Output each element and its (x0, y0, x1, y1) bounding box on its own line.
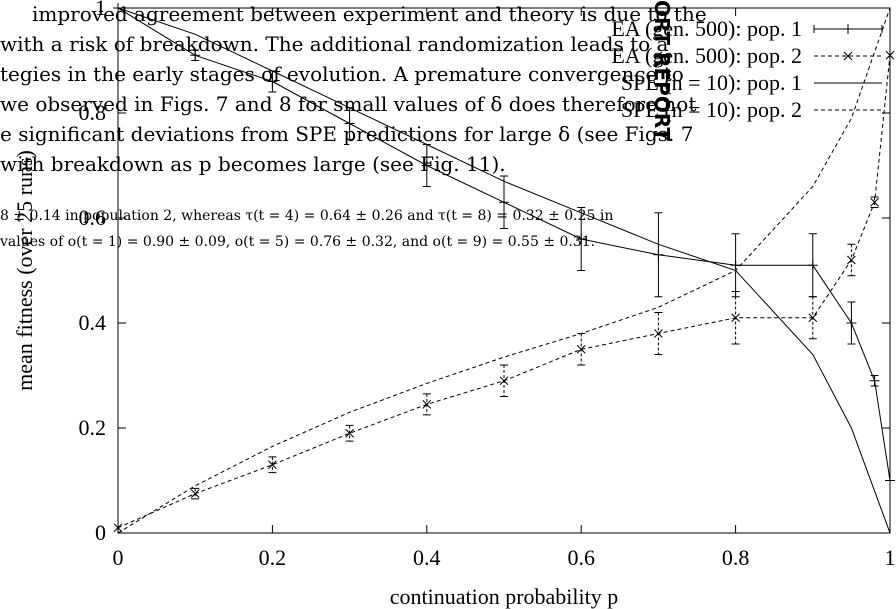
cross-marker (422, 400, 432, 409)
marker-stroke (190, 489, 200, 498)
series-3 (117, 7, 891, 534)
series-layer (113, 3, 895, 534)
marker-stroke (847, 255, 856, 265)
plus-marker (344, 118, 355, 129)
legend-label: EA (gen. 500): pop. 1 (611, 16, 802, 41)
marker-stroke (499, 376, 509, 386)
series-2 (113, 50, 895, 533)
y-tick-label: 1 (95, 0, 106, 20)
series-line (117, 7, 891, 534)
cross-marker (870, 197, 879, 207)
y-tick-label: 0.4 (79, 310, 107, 335)
cross-marker (268, 460, 277, 470)
y-tick-label: 0 (95, 520, 106, 545)
series-4 (117, 7, 891, 534)
cross-marker (345, 428, 354, 438)
plus-marker (267, 76, 278, 87)
legend-label: SPE (n = 10): pop. 1 (621, 70, 802, 95)
x-axis-label: continuation probability p (390, 584, 619, 609)
x-tick-label: 0.4 (413, 545, 441, 570)
marker-stroke (576, 344, 586, 354)
plus-marker (807, 260, 818, 271)
plus-marker (846, 318, 857, 328)
x-tick-label: 0.6 (567, 545, 595, 570)
y-tick-label: 0.6 (79, 205, 107, 230)
legend-marker (843, 51, 853, 61)
x-tick-label: 0.8 (722, 545, 750, 570)
report-stamp: ORT REPORT (650, 0, 674, 141)
marker-stroke (870, 197, 879, 207)
series-line (117, 7, 891, 534)
plus-marker (885, 475, 895, 486)
marker-stroke (885, 50, 895, 60)
plot-border (117, 7, 891, 534)
overlay-text-line: we observed in Figs. 7 and 8 for small v… (0, 92, 697, 116)
marker-stroke (654, 329, 663, 338)
x-tick-label: 1 (885, 545, 896, 570)
marker-stroke (345, 428, 354, 438)
marker-stroke (808, 313, 818, 323)
cross-marker (731, 313, 740, 323)
plus-marker (421, 160, 432, 171)
cross-marker (654, 329, 663, 338)
plus-marker (653, 249, 664, 260)
plus-marker (576, 234, 587, 244)
overlay-text-line: improved agreement between experiment an… (32, 2, 707, 26)
overlay-small-text-line: values of o(t = 1) = 0.90 ± 0.09, o(t = … (0, 234, 596, 250)
legend-entry-2: EA (gen. 500): pop. 2 (611, 43, 882, 68)
overlay-text-line: e significant deviations from SPE predic… (0, 122, 694, 146)
overlay-text-line: with a risk of breakdown. The additional… (0, 32, 669, 56)
plus-marker (730, 260, 741, 271)
axis-ticks: 0 0.2 0.4 0.6 0.8 1 0 0.2 0.4 0.6 0.8 1 (79, 0, 896, 570)
overlay-small-text-line: 8 ± 0.14 in population 2, whereas τ(t = … (0, 208, 614, 224)
legend-entry-3: SPE (n = 10): pop. 1 (621, 70, 882, 95)
plus-marker (869, 375, 880, 386)
marker-stroke (268, 460, 277, 470)
cross-marker (885, 50, 895, 60)
marker-stroke (422, 400, 432, 409)
marker-stroke (731, 313, 740, 323)
legend: EA (gen. 500): pop. 1EA (gen. 500): pop.… (611, 16, 883, 122)
legend-label: EA (gen. 500): pop. 2 (611, 43, 802, 68)
cross-marker (499, 376, 509, 386)
overlay-text-line: tegies in the early stages of evolution.… (0, 62, 684, 86)
plus-marker (499, 197, 509, 208)
legend-entry-4: SPE (n = 10): pop. 2 (621, 97, 882, 122)
x-tick-label: 0 (113, 545, 124, 570)
cross-marker (113, 523, 123, 533)
overlay-text-line: with breakdown as p becomes large (see F… (0, 152, 506, 176)
y-axis-label: mean fitness (over 25 runs) (12, 150, 37, 391)
plus-marker (113, 3, 123, 13)
y-tick-label: 0.2 (79, 415, 107, 440)
cross-marker (847, 255, 856, 265)
legend-entry-1: EA (gen. 500): pop. 1 (611, 16, 883, 41)
plus-marker (190, 50, 201, 61)
y-tick-label: 0.8 (79, 100, 107, 125)
cross-marker (808, 313, 818, 323)
marker-stroke (113, 523, 123, 533)
cross-marker (576, 344, 586, 354)
cross-marker (190, 489, 200, 498)
legend-label: SPE (n = 10): pop. 2 (621, 97, 802, 122)
plot-frame (117, 7, 891, 534)
x-tick-label: 0.2 (259, 545, 287, 570)
